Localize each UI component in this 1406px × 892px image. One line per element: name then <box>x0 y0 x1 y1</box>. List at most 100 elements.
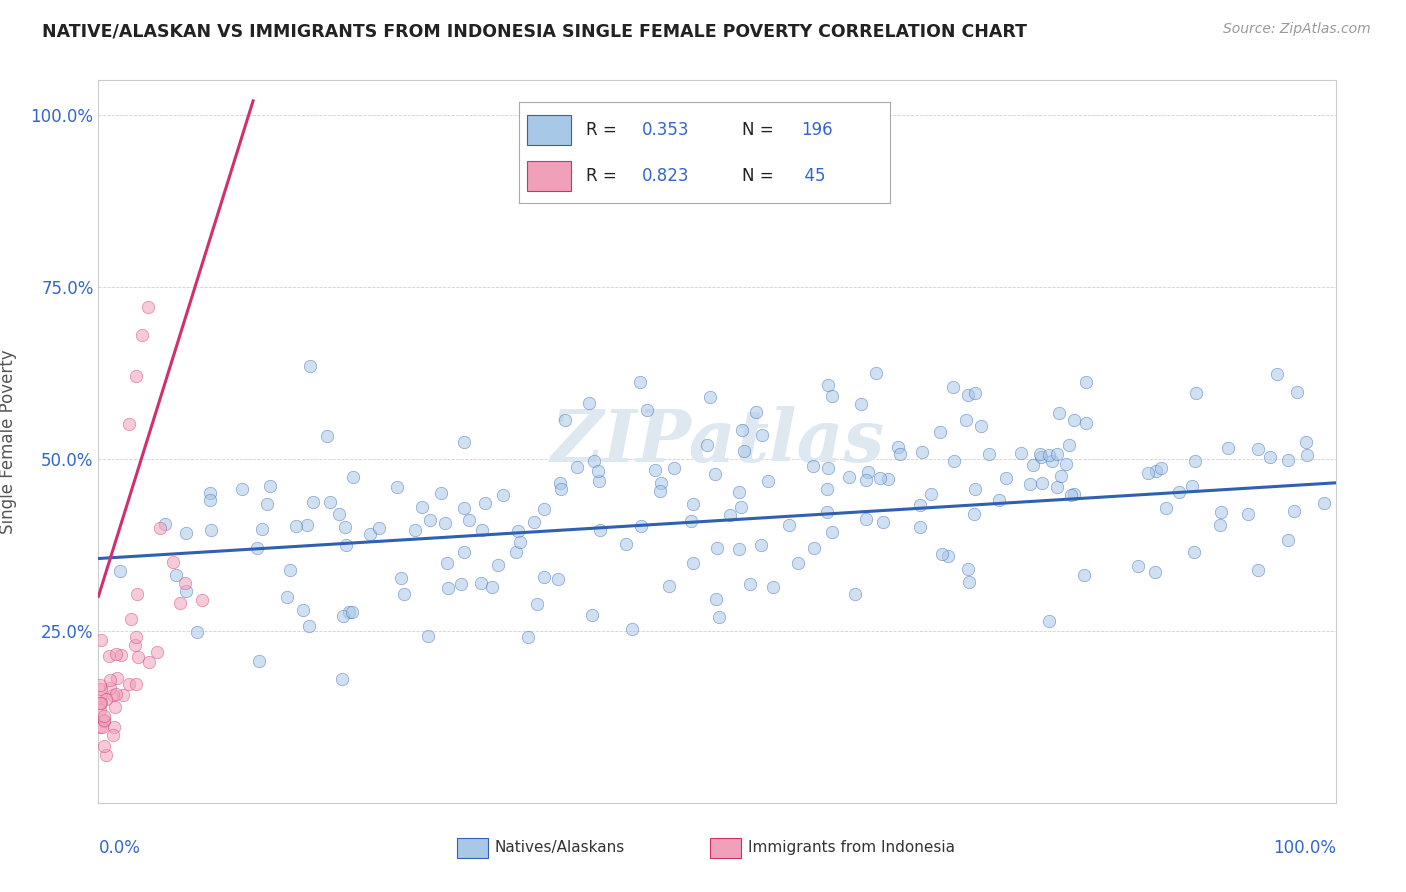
Point <box>103 688 125 702</box>
Point <box>486 558 509 573</box>
Point <box>1144 464 1167 478</box>
Text: 100.0%: 100.0% <box>1272 838 1336 857</box>
Point <box>1185 386 1208 401</box>
Point <box>436 556 458 570</box>
Point <box>1128 558 1150 573</box>
Point <box>1246 564 1268 578</box>
Point <box>1046 480 1069 494</box>
Point <box>89 678 111 692</box>
Point <box>855 473 877 487</box>
Point <box>709 609 731 624</box>
Point <box>1021 458 1043 472</box>
Point <box>1181 479 1204 493</box>
Point <box>89 690 111 704</box>
Point <box>620 622 643 636</box>
Point <box>931 547 953 561</box>
Point <box>751 427 773 442</box>
Point <box>815 505 838 519</box>
Point <box>550 482 572 496</box>
Point <box>131 327 153 342</box>
Point <box>582 454 605 468</box>
Point <box>957 574 980 589</box>
Point <box>554 413 576 427</box>
Point <box>942 379 965 393</box>
Point <box>650 475 672 490</box>
Point <box>89 720 111 734</box>
Point <box>588 474 610 488</box>
Point <box>851 396 873 410</box>
Point <box>458 513 481 527</box>
Point <box>586 464 609 478</box>
Point <box>1074 416 1097 430</box>
Point <box>1285 385 1308 400</box>
Point <box>284 519 307 533</box>
Point <box>821 389 844 403</box>
Point <box>704 592 727 607</box>
Point <box>198 493 221 508</box>
Point <box>136 301 159 315</box>
Point <box>96 748 118 763</box>
Point <box>471 523 494 537</box>
Point <box>801 458 824 473</box>
Point <box>89 703 111 717</box>
Point <box>956 562 979 576</box>
Point <box>101 728 124 742</box>
Point <box>330 672 353 686</box>
Point <box>89 696 111 710</box>
Point <box>817 461 839 475</box>
Point <box>936 549 959 563</box>
Point <box>1267 368 1289 382</box>
Point <box>118 417 141 432</box>
Point <box>911 444 934 458</box>
Point <box>276 591 298 605</box>
Point <box>127 650 149 665</box>
Point <box>869 471 891 485</box>
Point <box>589 524 612 538</box>
Point <box>90 681 112 696</box>
Point <box>418 629 440 643</box>
Point <box>146 645 169 659</box>
Point <box>259 478 281 492</box>
Point <box>299 359 322 373</box>
Point <box>728 542 751 557</box>
Point <box>153 516 176 531</box>
Point <box>335 520 357 534</box>
Point <box>359 527 381 541</box>
Point <box>681 514 703 528</box>
Point <box>98 648 121 663</box>
Point <box>821 524 844 539</box>
Point <box>256 497 278 511</box>
Point <box>706 541 728 556</box>
Point <box>696 438 718 452</box>
Point <box>98 681 121 695</box>
Point <box>165 568 187 582</box>
Point <box>523 516 546 530</box>
Point <box>508 524 530 538</box>
Point <box>124 638 146 652</box>
Point <box>302 494 325 508</box>
Point <box>929 425 952 439</box>
Point <box>105 671 128 685</box>
Point <box>718 508 741 523</box>
Point <box>550 476 572 491</box>
Point <box>865 366 887 380</box>
Point <box>186 625 208 640</box>
Point <box>1063 487 1085 501</box>
Point <box>492 488 515 502</box>
Text: ZIPatlas: ZIPatlas <box>550 406 884 477</box>
Point <box>419 513 441 527</box>
Point <box>298 619 321 633</box>
Point <box>1063 412 1085 426</box>
Point <box>1168 484 1191 499</box>
Point <box>803 541 825 555</box>
Point <box>328 507 350 521</box>
Point <box>1074 375 1097 389</box>
Point <box>838 469 860 483</box>
Point <box>648 484 671 499</box>
Point <box>636 402 658 417</box>
Point <box>162 555 184 569</box>
Point <box>1184 454 1206 468</box>
Text: Immigrants from Indonesia: Immigrants from Indonesia <box>748 840 955 855</box>
Point <box>1296 448 1319 462</box>
Point <box>1040 454 1063 468</box>
